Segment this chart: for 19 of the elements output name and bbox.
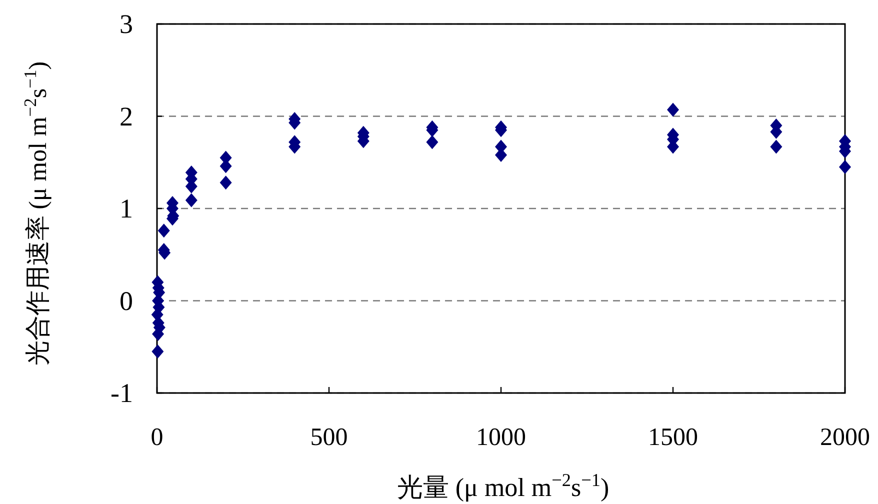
x-axis-title: 光量 (μ mol m$^{−2}$s$^{−1}$) xyxy=(396,470,610,502)
y-tick-label: 2 xyxy=(120,101,133,132)
x-tick-label: 2000 xyxy=(820,424,870,451)
point xyxy=(839,160,851,174)
x-tick-label: 1000 xyxy=(476,424,526,451)
point xyxy=(152,344,164,358)
y-tick-label: 1 xyxy=(120,194,133,224)
point xyxy=(158,224,170,238)
x-tick-label: 1500 xyxy=(648,424,698,451)
point xyxy=(220,176,232,190)
x-tick-label: 500 xyxy=(310,424,348,451)
point xyxy=(667,102,679,117)
y-tick-label: 3 xyxy=(120,9,133,39)
y-tick-label: -1 xyxy=(110,378,133,408)
point xyxy=(770,140,782,154)
y-tick-label: 0 xyxy=(120,286,133,316)
point xyxy=(426,135,438,150)
x-tick-label: 0 xyxy=(150,424,164,451)
point xyxy=(185,193,198,208)
